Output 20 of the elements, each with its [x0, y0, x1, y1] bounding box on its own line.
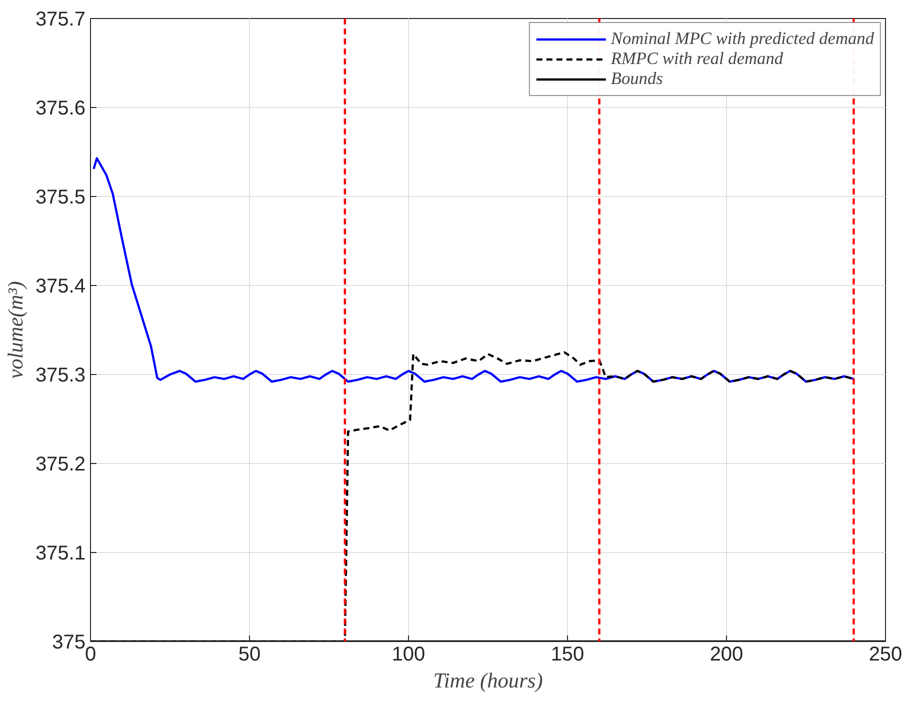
y-axis-title: volume(m³) — [3, 281, 28, 379]
y-tick-label: 375.4 — [35, 276, 86, 298]
y-tick-label: 375.3 — [35, 364, 86, 386]
x-tick-label: 100 — [392, 644, 426, 666]
legend-label: RMPC with real demand — [610, 49, 784, 69]
x-tick-label: 150 — [550, 644, 584, 666]
y-tick-label: 375 — [52, 632, 86, 654]
y-tick-label: 375.7 — [35, 8, 86, 30]
line-series — [92, 157, 855, 383]
x-tick-label: 0 — [84, 644, 96, 666]
y-tick-label: 375.5 — [35, 186, 86, 208]
legend-label: Nominal MPC with predicted demand — [610, 29, 874, 49]
y-tick-label: 375.2 — [35, 454, 86, 476]
x-axis-title: Time (hours) — [433, 668, 543, 692]
x-tick-label: 50 — [238, 644, 261, 666]
y-tick-label: 375.1 — [35, 542, 86, 564]
x-tick-label: 250 — [868, 644, 902, 666]
x-tick-label: 200 — [710, 644, 744, 666]
y-tick-label: 375.6 — [35, 98, 86, 120]
legend-label: Bounds — [610, 69, 663, 89]
